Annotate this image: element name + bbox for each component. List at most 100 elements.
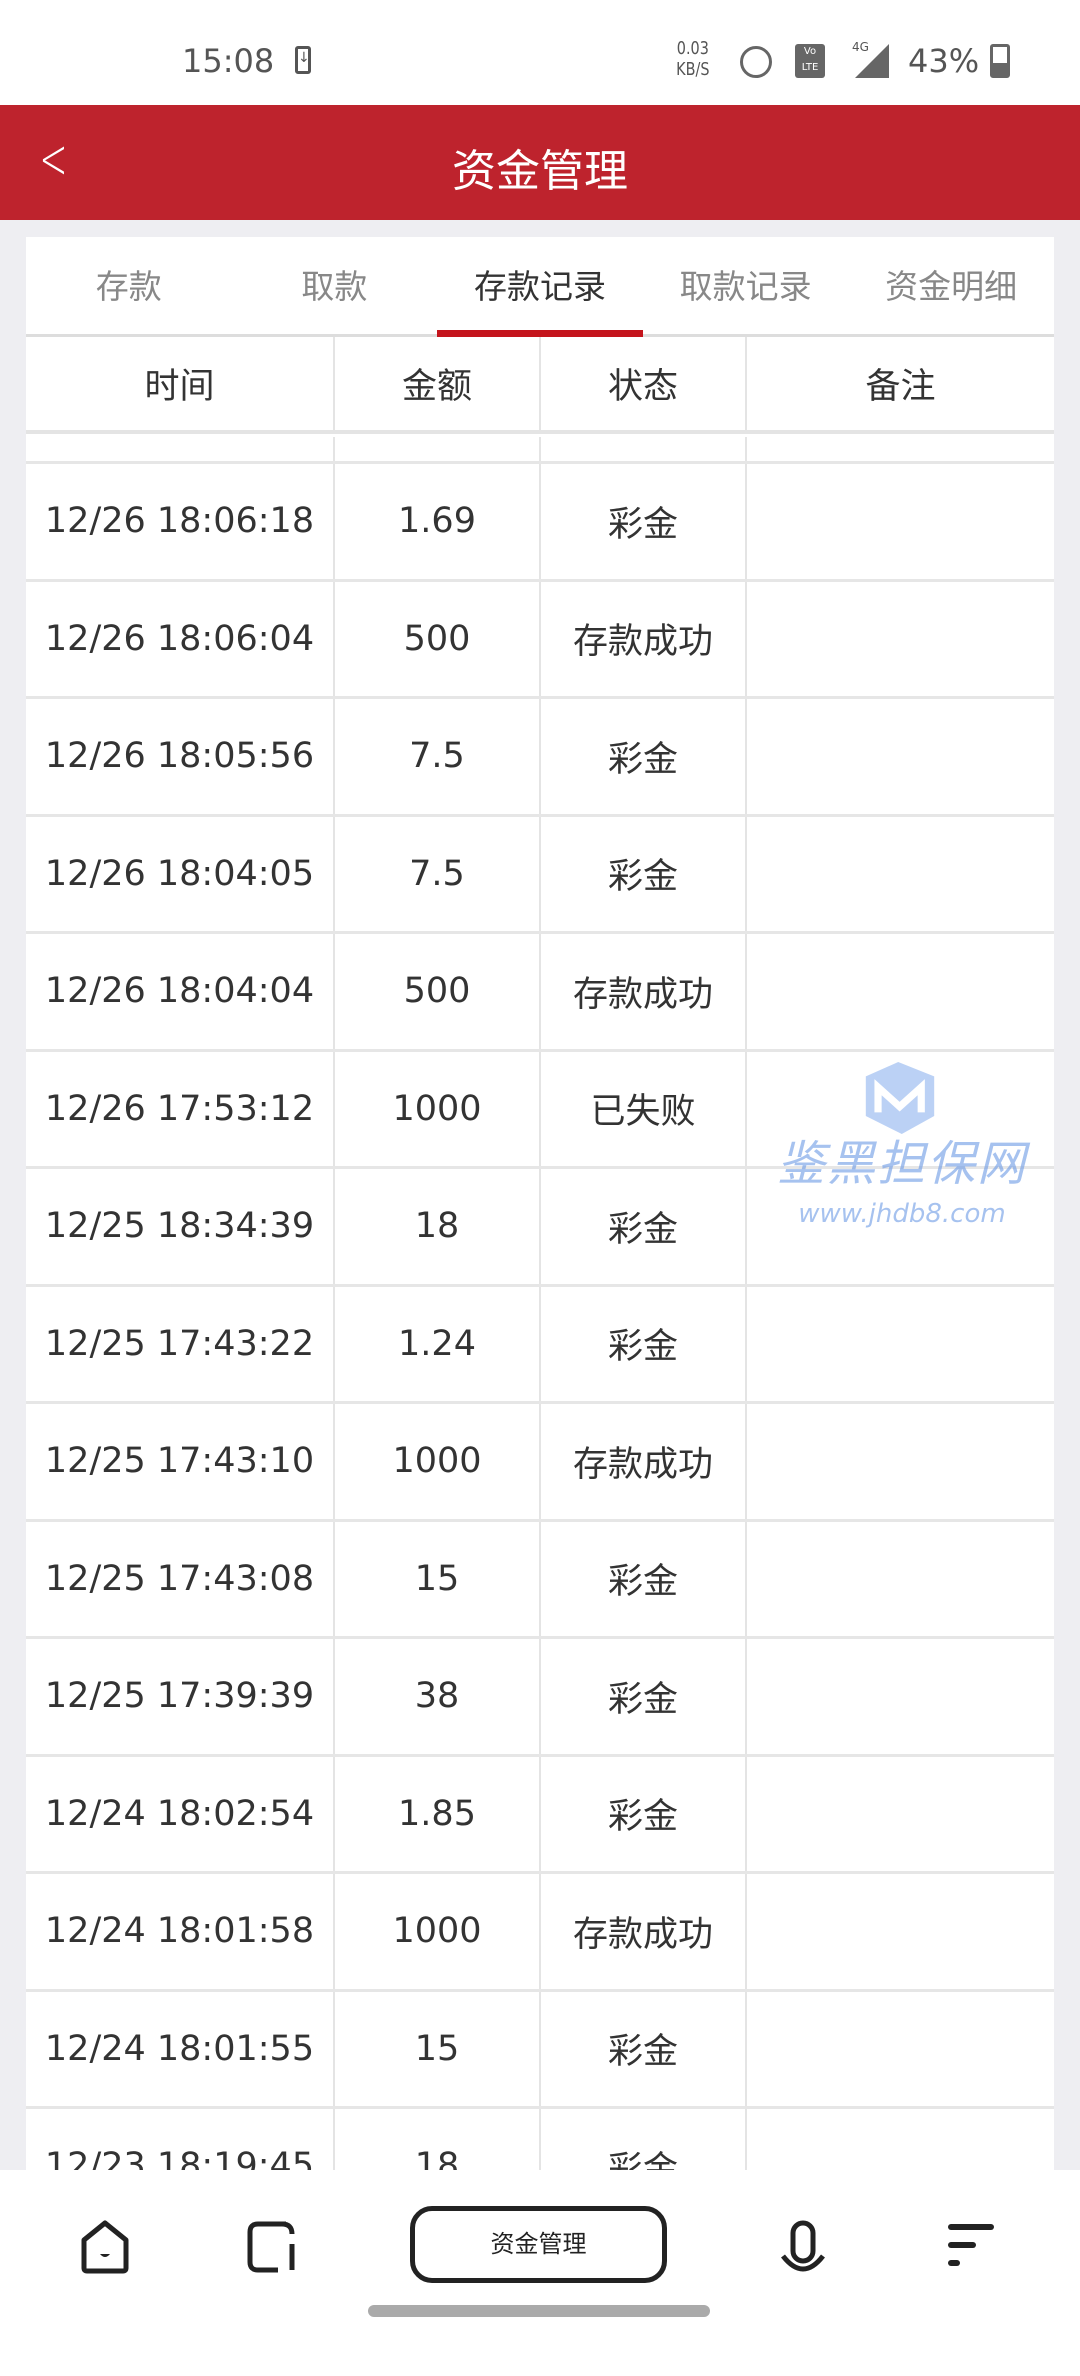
volte-icon: Vo LTE [795, 44, 825, 78]
cell-note [747, 464, 1054, 579]
records-card: 存款 取款 存款记录 取款记录 资金明细 时间 金额 状态 备注 12/26 1… [26, 237, 1054, 2187]
cell [26, 437, 335, 461]
cell-status: 彩金 [541, 1286, 747, 1401]
cell-status: 存款成功 [541, 1874, 747, 1989]
mic-icon[interactable] [780, 2220, 826, 2276]
table-row: 12/25 17:39:39 38 彩金 [26, 1639, 1054, 1757]
cell-amount: 15 [335, 1991, 541, 2106]
status-time: 15:08 [182, 42, 275, 80]
cell-amount: 500 [335, 934, 541, 1049]
cell-note [747, 1052, 1054, 1167]
cell-note [747, 1757, 1054, 1872]
cell-time: 12/26 18:04:04 [26, 934, 335, 1049]
cell-note [747, 1404, 1054, 1519]
cell-status: 存款成功 [541, 1404, 747, 1519]
alarm-icon [740, 46, 772, 78]
cell-time: 12/25 18:34:39 [26, 1169, 335, 1284]
bottom-nav: 资金管理 [0, 2170, 1080, 2376]
cell-note [747, 1639, 1054, 1754]
table-row-partial [26, 437, 1054, 464]
cell-status: 彩金 [541, 699, 747, 814]
cell-status: 彩金 [541, 1991, 747, 2106]
cell-time: 12/26 18:06:04 [26, 581, 335, 696]
page-title: 资金管理 [452, 146, 628, 197]
tab-deposit-records[interactable]: 存款记录 [437, 237, 643, 337]
table-row: 12/25 17:43:08 15 彩金 [26, 1521, 1054, 1639]
table-row: 12/26 18:06:18 1.69 彩金 [26, 464, 1054, 582]
cell-amount: 1.85 [335, 1756, 541, 1871]
cell-time: 12/26 18:06:18 [26, 464, 335, 579]
column-status: 状态 [541, 337, 747, 430]
cell-note [747, 1874, 1054, 1989]
home-icon[interactable] [80, 2220, 130, 2274]
battery-icon [990, 44, 1010, 78]
tab-fund-details[interactable]: 资金明细 [885, 267, 1018, 306]
home-indicator[interactable] [368, 2305, 710, 2317]
cell [335, 437, 541, 461]
cell [747, 437, 1054, 461]
cell-amount: 1000 [335, 1874, 541, 1989]
cell-amount: 1.24 [335, 1286, 541, 1401]
cell-note [747, 699, 1054, 814]
cell-note [747, 582, 1054, 697]
table-row: 12/25 18:34:39 18 彩金 [26, 1169, 1054, 1287]
table-header: 时间 金额 状态 备注 [26, 337, 1054, 434]
cell-note [747, 1522, 1054, 1637]
tab-withdraw[interactable]: 取款 [301, 267, 368, 306]
column-time: 时间 [26, 337, 335, 430]
column-amount: 金额 [335, 337, 541, 430]
table-row: 12/26 18:05:56 7.5 彩金 [26, 699, 1054, 817]
cell-status: 已失败 [541, 1051, 747, 1166]
cell-time: 12/24 18:01:58 [26, 1874, 335, 1989]
table-row: 12/24 18:01:55 15 彩金 [26, 1991, 1054, 2109]
cell-time: 12/25 17:43:10 [26, 1404, 335, 1519]
table-row: 12/26 18:06:04 500 存款成功 [26, 581, 1054, 699]
cell-status: 彩金 [541, 1756, 747, 1871]
status-bar: 15:08 ↓ 0.03 KB/S Vo LTE 4G 43% [0, 0, 1080, 105]
table-row: 12/25 17:43:10 1000 存款成功 [26, 1404, 1054, 1522]
cell-amount: 7.5 [335, 699, 541, 814]
network-speed: 0.03 KB/S [676, 38, 709, 80]
cell-time: 12/24 18:01:55 [26, 1991, 335, 2106]
cell-amount: 500 [335, 581, 541, 696]
cell-note [747, 817, 1054, 932]
cell-status: 彩金 [541, 464, 747, 579]
center-nav-button[interactable]: 资金管理 [410, 2206, 667, 2283]
cell-amount: 38 [335, 1639, 541, 1754]
cell-amount: 18 [335, 1169, 541, 1284]
cell-note [747, 1992, 1054, 2107]
tab-bar: 存款 取款 存款记录 取款记录 资金明细 [26, 237, 1054, 337]
cell-note [747, 934, 1054, 1049]
cell-time: 12/26 18:04:05 [26, 816, 335, 931]
cell-status: 彩金 [541, 1169, 747, 1284]
cell-status: 存款成功 [541, 581, 747, 696]
cell-amount: 1.69 [335, 464, 541, 579]
tabs-icon[interactable] [246, 2220, 298, 2274]
app-header: < 资金管理 [0, 105, 1080, 220]
cell-time: 12/25 17:39:39 [26, 1639, 335, 1754]
cell-time: 12/26 18:05:56 [26, 699, 335, 814]
menu-icon[interactable] [946, 2220, 996, 2270]
cell-status: 彩金 [541, 816, 747, 931]
cell-status: 存款成功 [541, 934, 747, 1049]
net-speed-value: 0.03 [676, 38, 709, 59]
back-chevron-left-icon[interactable]: < [39, 127, 68, 192]
cell [541, 437, 747, 461]
cell-time: 12/24 18:02:54 [26, 1756, 335, 1871]
cell-time: 12/25 17:43:22 [26, 1286, 335, 1401]
cell-amount: 1000 [335, 1051, 541, 1166]
download-icon: ↓ [295, 46, 311, 74]
cell-status: 彩金 [541, 1639, 747, 1754]
cell-time: 12/26 17:53:12 [26, 1051, 335, 1166]
cell-amount: 15 [335, 1521, 541, 1636]
table-row: 12/26 17:53:12 1000 已失败 [26, 1051, 1054, 1169]
table-row: 12/25 17:43:22 1.24 彩金 [26, 1286, 1054, 1404]
tab-withdraw-records[interactable]: 取款记录 [679, 267, 812, 306]
cell-status: 彩金 [541, 1521, 747, 1636]
cell-amount: 1000 [335, 1404, 541, 1519]
table-row: 12/26 18:04:05 7.5 彩金 [26, 816, 1054, 934]
tab-deposit[interactable]: 存款 [95, 267, 162, 306]
column-note: 备注 [865, 367, 936, 407]
table-body[interactable]: 12/26 18:06:18 1.69 彩金 12/26 18:06:04 500 存款成… [26, 437, 1054, 2187]
cell-note [747, 1287, 1054, 1402]
